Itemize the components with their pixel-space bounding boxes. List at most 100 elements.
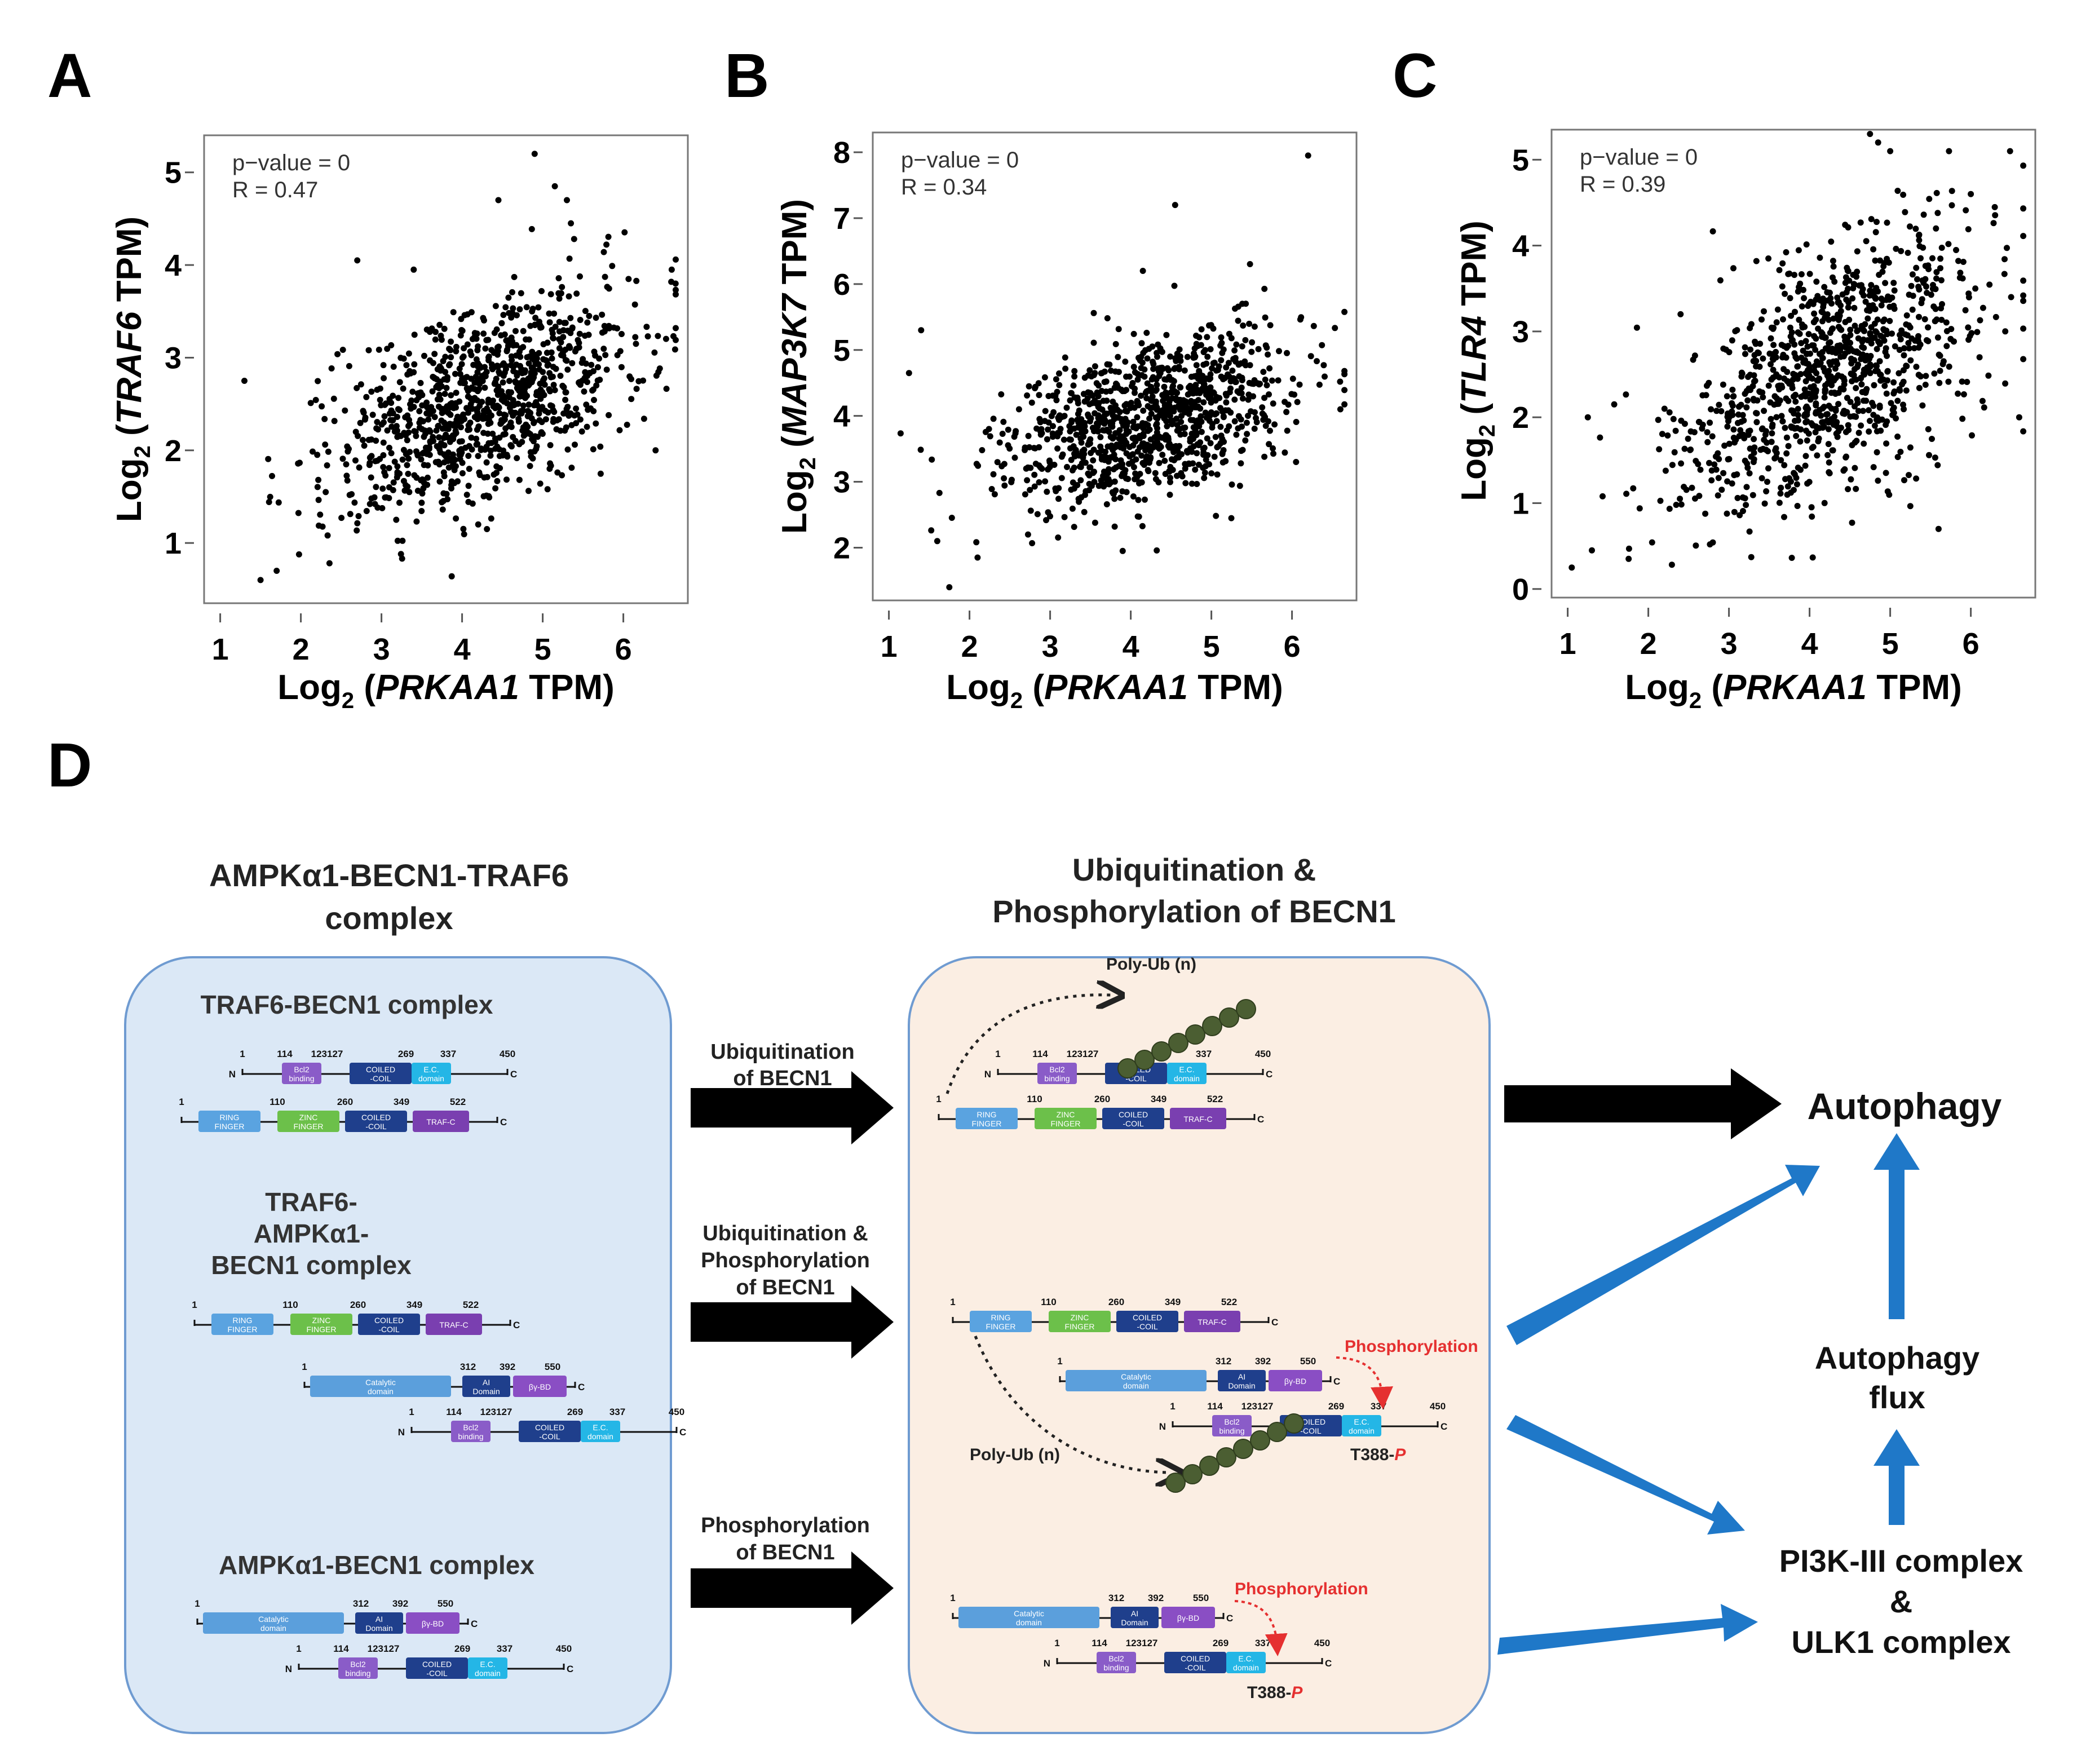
scatter-point <box>577 416 584 423</box>
scatter-point <box>452 370 458 377</box>
scatter-point <box>457 414 463 421</box>
scatter-point <box>631 301 638 308</box>
residue-number: 522 <box>450 1097 466 1107</box>
scatter-point <box>1213 367 1219 374</box>
scatter-point <box>1119 488 1126 495</box>
scatter-point <box>528 369 534 376</box>
scatter-point <box>1092 370 1098 377</box>
scatter-point <box>1905 340 1912 346</box>
scatter-point <box>1774 400 1780 407</box>
scatter-point <box>1134 376 1141 383</box>
scatter-point <box>1170 449 1177 456</box>
scatter-point <box>1814 452 1821 459</box>
ubiquitin-bead <box>1134 1050 1155 1070</box>
scatter-point <box>1692 495 1698 502</box>
scatter-point <box>1111 490 1117 497</box>
residue-number: 123127 <box>1241 1401 1274 1412</box>
scatter-point <box>1822 386 1828 393</box>
domain-label: TRAF-C <box>1183 1115 1212 1124</box>
scatter-point <box>1125 461 1132 467</box>
scatter-point <box>1906 472 1912 479</box>
scatter-point <box>1736 512 1743 519</box>
scatter-point <box>436 321 443 328</box>
scatter-point <box>1884 368 1891 375</box>
scatter-point <box>1778 457 1784 463</box>
domain-label: binding <box>1103 1663 1129 1672</box>
scatter-point <box>1261 395 1268 401</box>
scatter-point <box>1687 428 1694 435</box>
protein-domain <box>1097 1652 1136 1673</box>
domain-label: TRAF-C <box>439 1320 468 1329</box>
scatter-point <box>464 341 471 348</box>
outlier-point <box>918 327 925 334</box>
domain-label: FINGER <box>986 1322 1016 1331</box>
scatter-point <box>484 474 491 480</box>
traf6-becn1-complex-label: TRAF6-BECN1 complex <box>201 990 493 1019</box>
scatter-point <box>319 523 326 530</box>
scatter-point <box>973 539 980 546</box>
protein-domain <box>310 1376 451 1397</box>
scatter-point <box>485 493 492 499</box>
scatter-point <box>1044 436 1050 443</box>
scatter-point <box>433 427 440 434</box>
scatter-point <box>1824 289 1831 295</box>
scatter-point <box>496 434 503 441</box>
pvalue-label: p−value = 0 <box>232 151 350 175</box>
scatter-point <box>1230 356 1237 362</box>
scatter-point <box>1208 396 1214 403</box>
ternary-complex-label-1: TRAF6- <box>265 1187 357 1217</box>
scatter-point <box>1252 409 1258 415</box>
outlier-point <box>1172 202 1178 209</box>
scatter-point <box>1204 353 1211 360</box>
scatter-point <box>564 446 571 453</box>
scatter-point <box>1792 418 1798 424</box>
scatter-point <box>1806 374 1812 381</box>
scatter-point <box>540 341 547 348</box>
scatter-point <box>1830 258 1836 264</box>
scatter-point <box>1992 313 1999 320</box>
scatter-point <box>1090 310 1097 316</box>
scatter-point <box>597 470 604 477</box>
scatter-point <box>1086 367 1093 374</box>
scatter-point <box>1779 260 1786 267</box>
scatter-point <box>573 290 580 297</box>
scatter-point <box>546 319 553 326</box>
scatter-point <box>1946 363 1952 370</box>
scatter-point <box>1830 315 1837 322</box>
scatter-point <box>2007 148 2013 154</box>
scatter-point <box>1200 445 1207 452</box>
scatter-point <box>1770 374 1777 381</box>
scatter-point <box>1027 507 1034 514</box>
xlabel-gene: PRKAA1 <box>1044 668 1188 707</box>
pvalue-label: p−value = 0 <box>1580 145 1698 170</box>
scatter-point <box>1218 357 1225 364</box>
scatter-point <box>368 495 375 502</box>
scatter-point <box>582 308 589 315</box>
scatter-point <box>475 423 482 430</box>
scatter-point <box>1144 355 1151 362</box>
scatter-point <box>526 353 533 360</box>
scatter-point <box>1945 378 1952 385</box>
scatter-point <box>454 478 461 485</box>
scatter-point <box>1840 375 1847 382</box>
scatter-point <box>535 304 542 311</box>
scatter-point <box>602 352 609 359</box>
scatter-point <box>1797 426 1804 433</box>
scatter-point <box>400 385 406 392</box>
scatter-point <box>1779 384 1786 391</box>
scatter-point <box>1092 519 1098 526</box>
protein-domain <box>290 1314 352 1335</box>
scatter-point <box>1788 478 1794 485</box>
scatter-point <box>1078 416 1085 423</box>
scatter-point <box>1871 422 1878 429</box>
scatter-point <box>557 373 564 379</box>
scatter-point <box>1979 304 1986 311</box>
scatter-point <box>528 378 534 385</box>
scatter-point <box>1785 397 1792 404</box>
scatter-point <box>1029 540 1036 546</box>
flux-to-autophagy-arrow <box>1874 1133 1920 1319</box>
scatter-point <box>1855 408 1862 414</box>
scatter-point <box>1797 438 1804 445</box>
scatter-point <box>523 336 529 343</box>
